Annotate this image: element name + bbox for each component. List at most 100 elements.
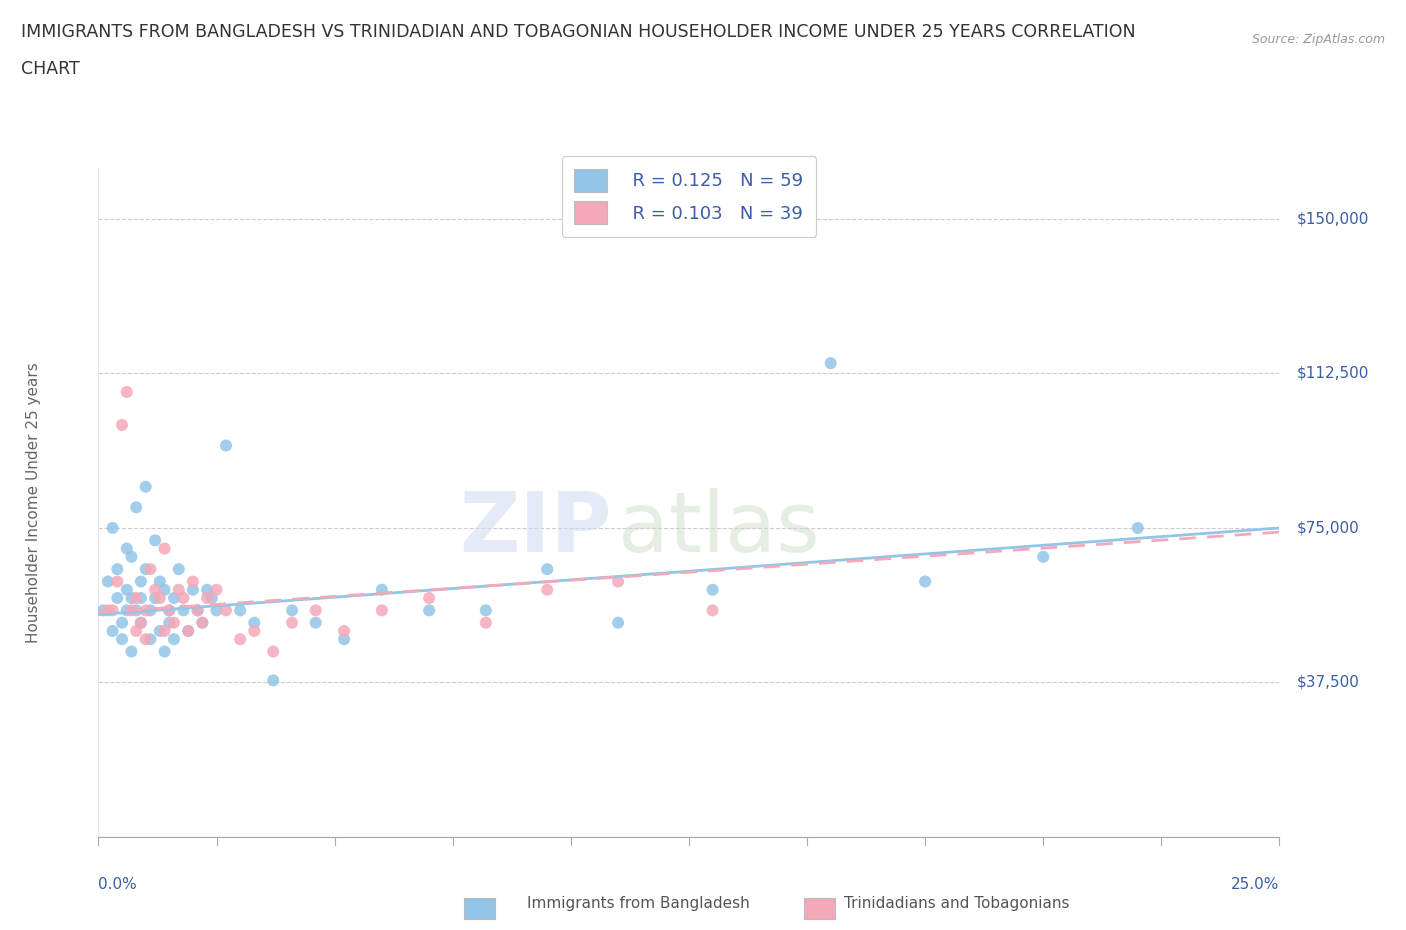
Point xyxy=(91,603,114,618)
Point xyxy=(172,591,194,605)
Point xyxy=(181,582,204,597)
Point xyxy=(115,582,138,597)
Point xyxy=(139,631,162,646)
Point xyxy=(201,591,224,605)
Point xyxy=(115,603,138,618)
Point xyxy=(125,603,148,618)
Point xyxy=(187,603,209,618)
Point xyxy=(149,574,172,589)
Text: $37,500: $37,500 xyxy=(1298,675,1360,690)
Point xyxy=(129,574,152,589)
Point xyxy=(607,616,630,631)
Point xyxy=(205,603,228,618)
Point xyxy=(139,603,162,618)
Point xyxy=(163,631,186,646)
Point xyxy=(167,582,190,597)
Point xyxy=(105,562,128,577)
Point xyxy=(153,623,176,638)
Text: $75,000: $75,000 xyxy=(1298,521,1360,536)
Point xyxy=(305,616,328,631)
Point xyxy=(129,616,152,631)
Point xyxy=(820,355,842,370)
Point xyxy=(205,582,228,597)
Point xyxy=(281,603,304,618)
Text: atlas: atlas xyxy=(619,488,820,569)
Text: Source: ZipAtlas.com: Source: ZipAtlas.com xyxy=(1251,33,1385,46)
Point xyxy=(111,616,134,631)
Point xyxy=(97,574,120,589)
Point xyxy=(101,603,124,618)
Point xyxy=(121,591,143,605)
Text: CHART: CHART xyxy=(21,60,80,78)
Point xyxy=(157,603,180,618)
Point xyxy=(135,631,157,646)
Point xyxy=(105,574,128,589)
Point xyxy=(262,644,284,659)
Point xyxy=(153,582,176,597)
Point xyxy=(129,616,152,631)
Point xyxy=(139,562,162,577)
Point xyxy=(229,631,252,646)
Point xyxy=(243,623,266,638)
Text: $112,500: $112,500 xyxy=(1298,365,1369,381)
Point xyxy=(129,591,152,605)
Point xyxy=(418,591,440,605)
Point xyxy=(215,438,238,453)
Point xyxy=(333,631,356,646)
Point xyxy=(157,603,180,618)
Point xyxy=(333,623,356,638)
Point xyxy=(143,591,166,605)
Point xyxy=(172,603,194,618)
Point xyxy=(149,623,172,638)
Point xyxy=(215,603,238,618)
Point xyxy=(177,623,200,638)
Point xyxy=(135,562,157,577)
Point xyxy=(163,591,186,605)
Point xyxy=(1032,550,1054,565)
Point xyxy=(125,623,148,638)
Point xyxy=(157,616,180,631)
Point xyxy=(262,673,284,688)
Point xyxy=(181,574,204,589)
Point xyxy=(418,603,440,618)
Point xyxy=(149,591,172,605)
Point xyxy=(195,582,218,597)
Point xyxy=(125,500,148,515)
Point xyxy=(163,616,186,631)
Point xyxy=(371,582,394,597)
Point xyxy=(115,541,138,556)
Point xyxy=(121,644,143,659)
Point xyxy=(702,603,724,618)
Point xyxy=(101,623,124,638)
Point xyxy=(125,591,148,605)
Point xyxy=(105,591,128,605)
Text: Immigrants from Bangladesh: Immigrants from Bangladesh xyxy=(527,897,749,911)
Point xyxy=(702,582,724,597)
Point xyxy=(191,616,214,631)
Point xyxy=(97,603,120,618)
Text: ZIP: ZIP xyxy=(460,488,612,569)
Point xyxy=(475,616,498,631)
Text: Trinidadians and Tobagonians: Trinidadians and Tobagonians xyxy=(844,897,1069,911)
Point xyxy=(115,384,138,399)
Point xyxy=(191,616,214,631)
Point xyxy=(177,623,200,638)
Point xyxy=(607,574,630,589)
Point xyxy=(229,603,252,618)
Text: $150,000: $150,000 xyxy=(1298,211,1369,226)
Point xyxy=(111,631,134,646)
Point xyxy=(536,582,558,597)
Point xyxy=(153,541,176,556)
Point xyxy=(135,603,157,618)
Point xyxy=(111,418,134,432)
Legend:   R = 0.125   N = 59,   R = 0.103   N = 39: R = 0.125 N = 59, R = 0.103 N = 39 xyxy=(562,156,815,237)
Point xyxy=(135,479,157,494)
Point xyxy=(1126,521,1149,536)
Point xyxy=(143,533,166,548)
Point xyxy=(153,644,176,659)
Point xyxy=(121,603,143,618)
Point xyxy=(305,603,328,618)
Point xyxy=(281,616,304,631)
Point xyxy=(195,591,218,605)
Point xyxy=(536,562,558,577)
